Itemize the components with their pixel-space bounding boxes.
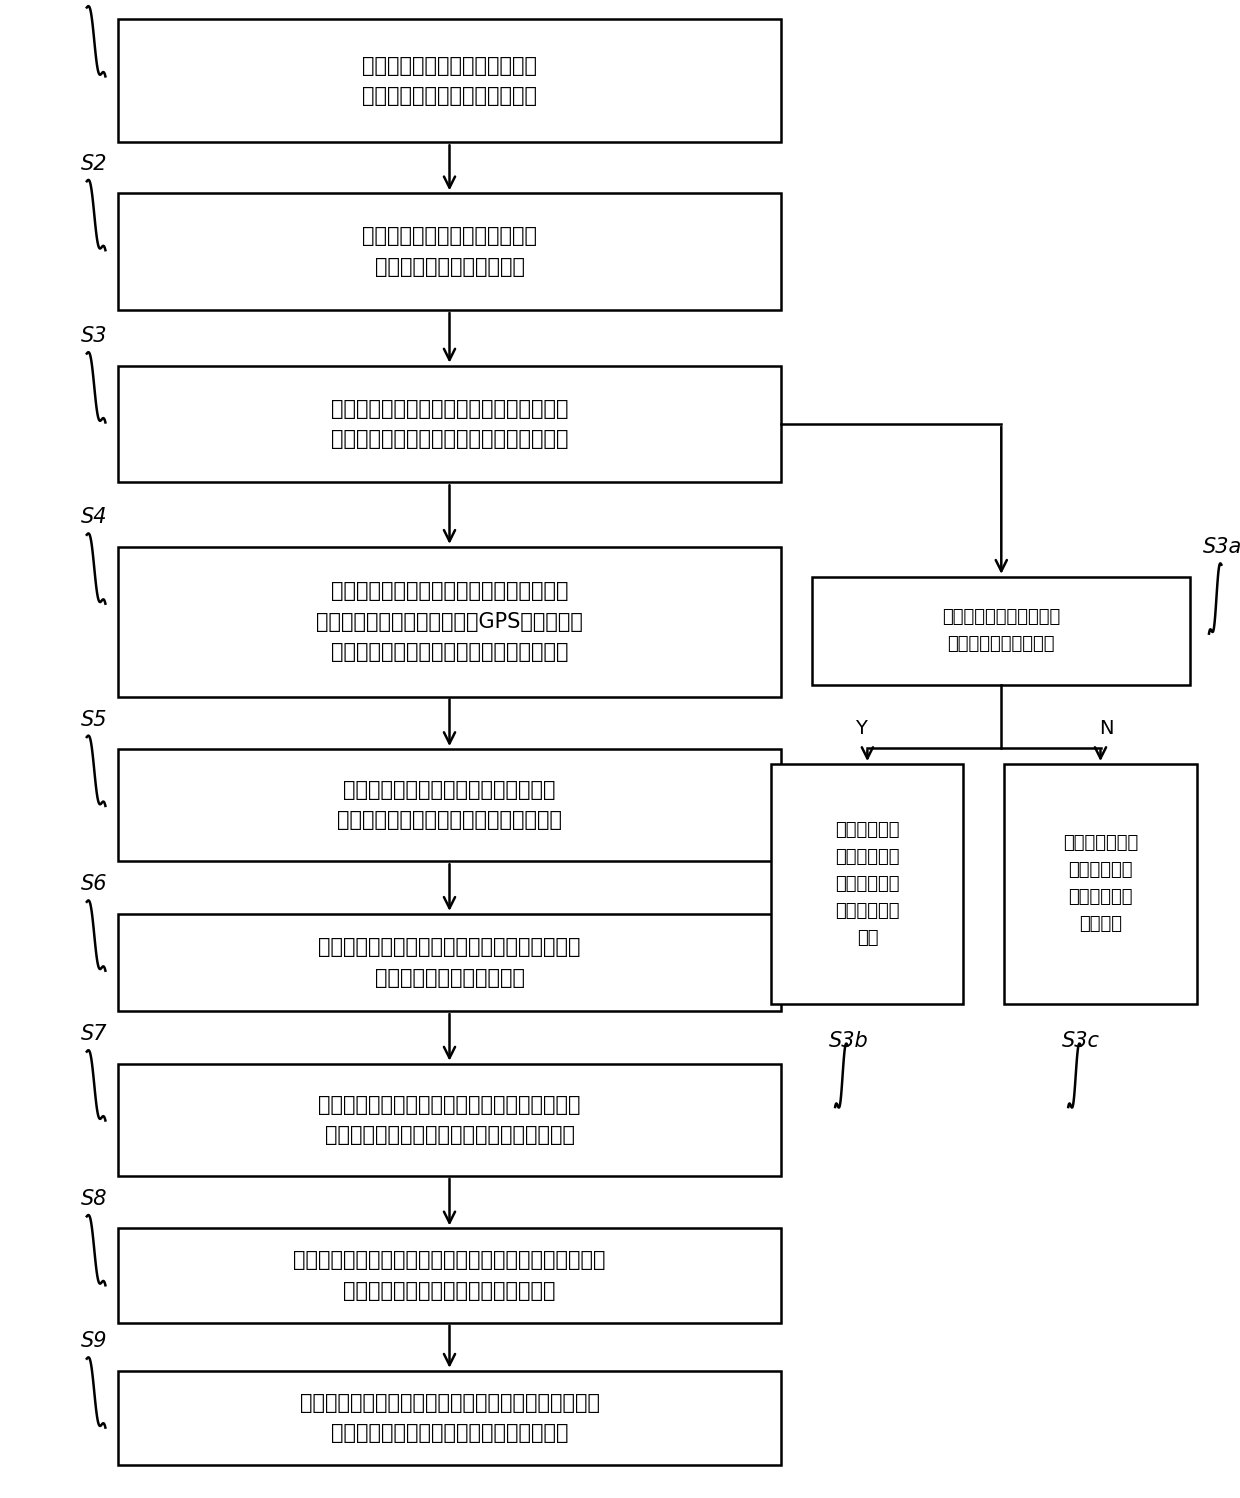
Bar	[118, 749, 781, 861]
Text: 所述视觉机器人对所述商家餐厅的门店环境
进行三维重构，输出三维图至所述服务器端: 所述视觉机器人对所述商家餐厅的门店环境 进行三维重构，输出三维图至所述服务器端	[331, 398, 568, 449]
Text: 当接收到时，
所述服务器端
将所述三维图
发送至所述客
户端: 当接收到时， 所述服务器端 将所述三维图 发送至所述客 户端	[835, 821, 900, 947]
Bar	[118, 19, 781, 142]
Text: S9: S9	[81, 1332, 107, 1351]
Text: 当安装在所述视觉机器人上的恒温箱接收到
食物后，所述视觉机器人利用GPS定位模块和
双目摄像头自动行走至所述客户端的所在地: 当安装在所述视觉机器人上的恒温箱接收到 食物后，所述视觉机器人利用GPS定位模块…	[316, 581, 583, 662]
Text: 当所述视觉机器人接收到正确的取餐验证码时，
所述恒温箱解锁，完成送餐: 当所述视觉机器人接收到正确的取餐验证码时， 所述恒温箱解锁，完成送餐	[319, 938, 580, 987]
Bar	[118, 366, 781, 482]
Text: S3a: S3a	[1203, 538, 1240, 557]
Text: S2: S2	[81, 154, 107, 174]
Bar	[118, 193, 781, 310]
Text: S4: S4	[81, 508, 107, 527]
Bar	[771, 764, 963, 1004]
Text: S3b: S3b	[828, 1031, 869, 1050]
Text: S6: S6	[81, 875, 107, 894]
Text: N: N	[1100, 719, 1114, 737]
Bar	[118, 1371, 781, 1465]
Text: 当用户的信用等级低于预设的等级值时，所述服务器端
拒绝接收对应的所述客户端的所述下单信息: 当用户的信用等级低于预设的等级值时，所述服务器端 拒绝接收对应的所述客户端的所述…	[300, 1393, 599, 1443]
Bar	[118, 914, 781, 1011]
Text: S5: S5	[81, 710, 107, 730]
Bar	[118, 547, 781, 697]
Text: 所述视觉机器人将取餐验证码通过所述
服务器端发送至所述客户端，并等待取餐: 所述视觉机器人将取餐验证码通过所述 服务器端发送至所述客户端，并等待取餐	[337, 780, 562, 830]
Text: 在所述服务器端建立用户信用等级数据库，所述
用户信用等级数据库包括不同用户的信用等级: 在所述服务器端建立用户信用等级数据库，所述 用户信用等级数据库包括不同用户的信用…	[319, 1095, 580, 1144]
Text: 当所述视觉机器人的等待取餐时间超过预设的时间值时，
所述服务器端响应降低用户的信用等级: 当所述视觉机器人的等待取餐时间超过预设的时间值时， 所述服务器端响应降低用户的信…	[293, 1251, 606, 1300]
Text: 当接收不到时，
所述服务器端
将所述三维图
进行保存: 当接收不到时， 所述服务器端 将所述三维图 进行保存	[1063, 834, 1138, 933]
Bar	[118, 1228, 781, 1323]
Bar	[812, 577, 1190, 685]
Text: 所述服务器端响应并调度视觉机
器人前往商家餐厅等待取餐: 所述服务器端响应并调度视觉机 器人前往商家餐厅等待取餐	[362, 226, 537, 277]
Text: 判断所述客户端是否接收
到用户的图像查看指令: 判断所述客户端是否接收 到用户的图像查看指令	[942, 608, 1060, 653]
Text: Y: Y	[856, 719, 867, 737]
Bar	[118, 1064, 781, 1176]
Text: 客户端接收用户的下单信息，并
将所述下单信息发送至服务器端: 客户端接收用户的下单信息，并 将所述下单信息发送至服务器端	[362, 55, 537, 106]
Text: S3c: S3c	[1061, 1031, 1100, 1050]
Bar	[1004, 764, 1197, 1004]
Text: S7: S7	[81, 1025, 107, 1044]
Text: S8: S8	[81, 1189, 107, 1209]
Text: S3: S3	[81, 327, 107, 346]
